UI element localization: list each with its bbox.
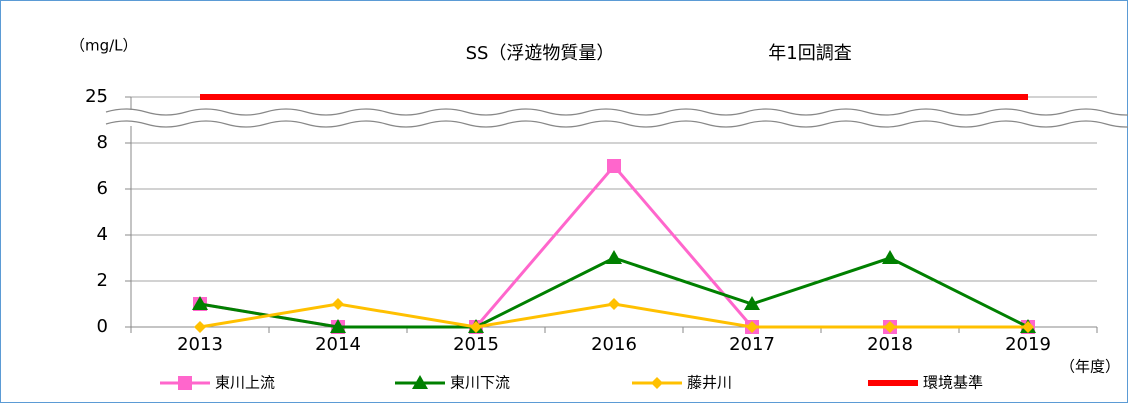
x-tick-label: 2013 [177, 334, 223, 355]
marker [884, 321, 896, 333]
x-tick-label: 2019 [1005, 334, 1051, 355]
y-tick-label: 25 [85, 86, 108, 107]
x-tick-label: 2015 [453, 334, 499, 355]
marker [1022, 321, 1034, 333]
marker [192, 296, 208, 310]
x-tick-label: 2016 [591, 334, 637, 355]
x-tick-label: 2018 [867, 334, 913, 355]
marker [607, 159, 621, 173]
marker [332, 298, 344, 310]
marker [606, 250, 622, 264]
marker [178, 376, 192, 390]
axis-break [105, 108, 1128, 128]
legend-label: 環境基準 [923, 374, 983, 392]
x-tick-label: 2014 [315, 334, 361, 355]
legend-label: 藤井川 [687, 374, 732, 392]
chart-subtitle: 年1回調査 [768, 43, 851, 64]
break-gap [106, 110, 1117, 126]
y-tick-label: 2 [97, 270, 108, 291]
break-line [105, 108, 1128, 116]
y-tick-label: 8 [97, 132, 108, 153]
marker [470, 321, 482, 333]
break-line [105, 120, 1128, 128]
legend-label: 東川下流 [450, 374, 510, 392]
x-tick-label: 2017 [729, 334, 775, 355]
marker [882, 250, 898, 264]
marker [608, 298, 620, 310]
marker [412, 375, 428, 389]
x-axis-label: （年度） [1060, 358, 1120, 376]
marker [330, 319, 346, 333]
marker [651, 377, 663, 389]
legend-label: 東川上流 [215, 374, 275, 392]
y-tick-label: 4 [97, 224, 108, 245]
marker [744, 296, 760, 310]
marker [194, 321, 206, 333]
chart-title: SS（浮遊物質量） [466, 43, 615, 64]
y-tick-label: 0 [97, 316, 108, 337]
marker [746, 321, 758, 333]
y-axis-label: （mg/L） [70, 37, 138, 55]
y-tick-label: 6 [97, 178, 108, 199]
